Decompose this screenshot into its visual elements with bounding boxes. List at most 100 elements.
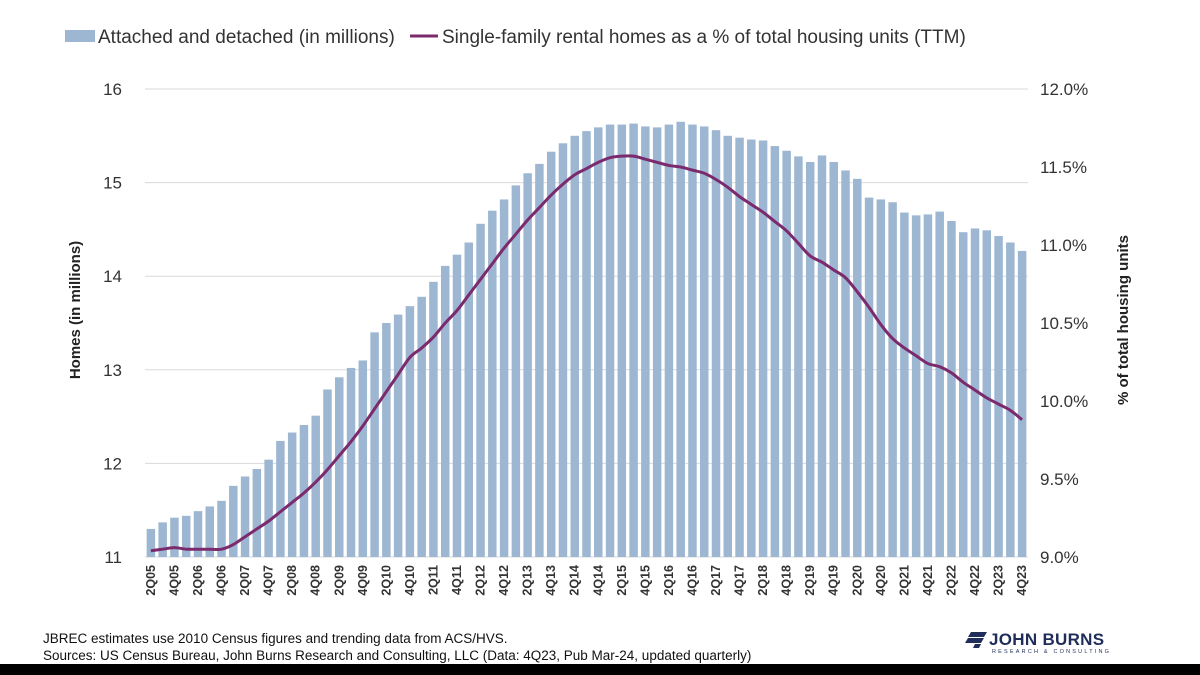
x-tick-label: 2Q22 bbox=[944, 565, 958, 596]
bar bbox=[747, 139, 756, 557]
bar bbox=[782, 150, 791, 557]
x-tick-label: 4Q15 bbox=[638, 565, 652, 596]
bar bbox=[158, 522, 167, 557]
bar bbox=[499, 199, 509, 557]
bar bbox=[829, 162, 838, 557]
bar bbox=[429, 281, 438, 557]
john-burns-logo: JOHN BURNS RESEARCH & CONSULTING bbox=[965, 630, 1109, 660]
bar bbox=[1017, 250, 1027, 558]
legend: Attached and detached (in millions) Sing… bbox=[65, 27, 966, 48]
y2-tick-label: 12.0% bbox=[1040, 80, 1088, 99]
bar bbox=[382, 323, 391, 557]
bar bbox=[676, 121, 685, 557]
bar bbox=[217, 500, 226, 557]
logo-mark-icon bbox=[965, 632, 987, 648]
bar bbox=[535, 163, 544, 557]
x-tick-label: 4Q19 bbox=[827, 565, 841, 596]
x-tick-label: 4Q14 bbox=[591, 565, 605, 596]
bar bbox=[193, 511, 203, 557]
bar bbox=[699, 126, 709, 557]
bar bbox=[841, 170, 850, 557]
bar bbox=[276, 440, 285, 557]
bar bbox=[570, 135, 579, 558]
bar bbox=[299, 425, 309, 557]
bar bbox=[523, 173, 532, 558]
bar bbox=[853, 178, 862, 557]
bar bbox=[794, 156, 803, 557]
bar bbox=[641, 126, 650, 557]
y-tick-label: 12 bbox=[103, 454, 122, 473]
bar bbox=[346, 367, 356, 557]
legend-bar-swatch bbox=[65, 30, 95, 42]
bar bbox=[311, 415, 320, 557]
y-tick-label: 16 bbox=[103, 80, 122, 99]
x-tick-label: 2Q21 bbox=[897, 565, 911, 596]
y2-tick-label: 10.0% bbox=[1040, 392, 1088, 411]
bar bbox=[994, 235, 1003, 557]
x-tick-label: 2Q13 bbox=[521, 565, 535, 596]
x-tick-label: 4Q13 bbox=[544, 565, 558, 596]
x-tick-label: 4Q20 bbox=[874, 565, 888, 596]
x-tick-label: 2Q10 bbox=[379, 565, 393, 596]
y-tick-label: 11 bbox=[104, 548, 122, 567]
bar bbox=[711, 130, 721, 557]
y-tick-label: 15 bbox=[103, 174, 122, 193]
x-tick-label: 2Q06 bbox=[191, 565, 205, 596]
right-axis-title: % of total housing units bbox=[1115, 235, 1132, 405]
logo-name: JOHN BURNS bbox=[989, 630, 1105, 649]
bar bbox=[252, 469, 262, 557]
bar bbox=[181, 515, 191, 557]
bar bbox=[488, 210, 497, 557]
bar bbox=[735, 137, 744, 557]
bar bbox=[652, 127, 662, 557]
x-tick-label: 2Q17 bbox=[709, 565, 723, 596]
x-tick-label: 4Q16 bbox=[685, 565, 699, 596]
x-tick-label: 2Q11 bbox=[426, 565, 440, 595]
bar bbox=[664, 124, 674, 558]
bar bbox=[452, 254, 462, 557]
bottom-bar bbox=[0, 664, 1200, 675]
bar bbox=[688, 124, 697, 558]
bar bbox=[935, 211, 944, 557]
bar bbox=[605, 124, 615, 558]
bar bbox=[594, 127, 603, 557]
x-tick-label: 2Q07 bbox=[238, 565, 252, 596]
x-tick-label: 2Q16 bbox=[662, 565, 676, 596]
x-tick-label: 4Q06 bbox=[215, 565, 229, 596]
bar bbox=[582, 131, 591, 557]
x-tick-label: 2Q12 bbox=[474, 565, 488, 596]
bar bbox=[629, 123, 638, 558]
bar bbox=[464, 242, 474, 557]
x-tick-label: 4Q17 bbox=[733, 565, 747, 596]
y2-tick-label: 11.5% bbox=[1040, 158, 1087, 177]
bar bbox=[947, 220, 956, 557]
bar bbox=[900, 212, 909, 557]
bar-series bbox=[146, 121, 1027, 558]
bar bbox=[240, 476, 250, 557]
bar bbox=[440, 265, 450, 557]
bar bbox=[1006, 242, 1015, 557]
x-tick-label: 4Q08 bbox=[309, 565, 323, 596]
x-tick-label: 4Q10 bbox=[403, 565, 417, 596]
footer-note: JBREC estimates use 2010 Census figures … bbox=[43, 631, 508, 646]
x-tick-label: 4Q21 bbox=[921, 565, 935, 596]
bar bbox=[335, 377, 344, 557]
x-tick-label: 2Q20 bbox=[850, 565, 864, 596]
x-axis-ticks: 2Q05 4Q05 2Q06 4Q06 2Q07 4Q07 2Q08 4Q08 2Q09 4Q09… bbox=[144, 565, 1029, 596]
left-axis-ticks: 11 12 13 14 15 16 bbox=[103, 80, 122, 567]
x-tick-label: 2Q19 bbox=[803, 565, 817, 596]
bar bbox=[959, 232, 968, 557]
left-axis-title: Homes (in millions) bbox=[67, 241, 84, 379]
bar bbox=[393, 314, 403, 557]
bar bbox=[146, 528, 156, 557]
x-tick-label: 2Q14 bbox=[568, 565, 582, 596]
bar bbox=[546, 151, 556, 557]
y2-tick-label: 10.5% bbox=[1040, 314, 1088, 333]
bar bbox=[229, 485, 238, 557]
right-axis-ticks: 9.0% 9.5% 10.0% 10.5% 11.0% 11.5% 12.0% bbox=[1040, 80, 1088, 567]
bar bbox=[805, 162, 815, 557]
bar bbox=[405, 306, 415, 557]
rental-share-line bbox=[150, 154, 1024, 553]
bar bbox=[876, 199, 886, 557]
